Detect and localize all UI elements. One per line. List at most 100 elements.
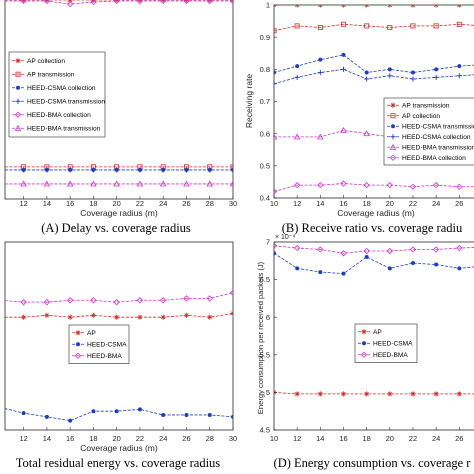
data-point (0, 0, 3, 4)
data-point (318, 57, 323, 62)
data-point (90, 312, 97, 318)
x-tick-label: 10 (270, 434, 278, 443)
y-tick-label: 0.4 (260, 194, 270, 203)
data-point (456, 21, 462, 27)
x-tick-label: 24 (432, 199, 440, 208)
series-line-0 (5, 313, 233, 318)
data-point (317, 69, 323, 76)
data-point (137, 167, 143, 173)
data-point (0, 168, 2, 172)
caption-delay: (A) Delay vs. coverage radius (41, 221, 191, 235)
legend-label: HEED-CSMA transmission (402, 124, 474, 131)
x-tick-label: 26 (182, 434, 190, 443)
data-point (114, 409, 119, 414)
x-axis-label: Coverage radius (m) (337, 208, 415, 218)
data-point (67, 314, 73, 320)
data-point (410, 5, 416, 8)
data-point (340, 66, 347, 72)
data-point (294, 5, 300, 8)
data-point (387, 391, 393, 397)
data-point (66, 0, 74, 8)
legend-marker (391, 124, 395, 129)
data-point (295, 64, 300, 69)
plot-area-delay (0, 0, 233, 187)
y-tick-label: 1 (266, 1, 270, 10)
data-point (274, 81, 277, 87)
data-point (183, 0, 190, 5)
data-point (363, 130, 370, 137)
series-line-0 (274, 392, 474, 395)
data-point (114, 314, 120, 320)
data-point (340, 391, 347, 397)
x-axis-label: Coverage radius (m) (80, 208, 158, 218)
x-tick-label: 10 (270, 199, 278, 208)
data-point (274, 28, 277, 34)
plot-frame (4, 0, 234, 200)
data-point (207, 412, 212, 417)
data-point (363, 247, 370, 255)
data-point (91, 409, 96, 414)
plot-area-energy-consumption (274, 242, 474, 397)
x-tick-label: 14 (43, 434, 51, 443)
data-point (433, 5, 439, 8)
x-tick-label: 22 (409, 434, 417, 443)
data-point (341, 52, 346, 57)
data-point (433, 391, 439, 397)
data-point (456, 391, 462, 397)
x-tick-label: 14 (316, 199, 324, 208)
legend-energy-consumption: AP HEED-CSMA HEED-BMA (354, 323, 418, 363)
data-point (137, 314, 143, 320)
data-point (434, 262, 439, 267)
data-point (113, 180, 120, 187)
plot-frame (273, 241, 474, 431)
data-point (387, 25, 393, 30)
panel-receive-ratio: 10 12 14 16 18 20 22 24 26 0.4 0.5 0.6 0.7 0.8 0.9 1 C… (244, 1, 474, 235)
y-ticks-energy-consumption: 4.5 5 5.5 6 6.5 7 (260, 238, 277, 435)
x-tick-label: 26 (455, 434, 463, 443)
data-point (433, 23, 439, 29)
data-point (341, 21, 346, 27)
data-point (90, 167, 97, 173)
data-point (341, 271, 346, 276)
data-point (231, 414, 233, 419)
legend-delay: AP collection AP transmission HEED-CSMA co… (8, 51, 106, 138)
data-point (160, 0, 167, 5)
data-point (274, 5, 277, 8)
data-point (206, 0, 213, 5)
x-tick-label: 14 (43, 199, 51, 208)
data-point (293, 133, 301, 140)
x-ticks-residual-energy: 12 14 16 18 20 22 24 26 28 30 (19, 427, 237, 443)
legend-marker (74, 352, 82, 359)
x-ticks-receive-ratio: 10 12 14 16 18 20 22 24 26 (270, 195, 463, 208)
series-line-1 (274, 23, 474, 32)
data-point (432, 246, 440, 253)
data-point (364, 23, 370, 29)
data-point (274, 70, 276, 75)
data-point (364, 5, 370, 8)
data-point (317, 391, 323, 397)
data-point (0, 405, 2, 409)
legend-box (8, 51, 106, 138)
data-point (44, 414, 49, 419)
legend-label: HEED-CSMA collection (402, 134, 471, 141)
panel-energy-consumption: 10 12 14 16 18 20 22 24 26 4.5 5 5.5 6 6.5 7 × 10⁻⁴ E… (256, 234, 474, 470)
legend-marker (362, 341, 366, 346)
data-point (293, 244, 301, 252)
data-point (206, 295, 213, 302)
data-point (293, 181, 301, 189)
data-point (340, 250, 347, 257)
legend-marker (361, 329, 367, 335)
x-tick-label: 26 (182, 199, 190, 208)
legend-box (383, 97, 474, 166)
x-tick-label: 20 (113, 434, 121, 443)
legend-marker (389, 154, 397, 161)
data-point (387, 67, 392, 72)
data-point (0, 0, 3, 3)
series-line-4 (274, 130, 474, 138)
legend-marker (14, 124, 22, 131)
legend-marker (15, 58, 21, 64)
legend-label: HEED-BMA (373, 352, 408, 359)
data-point (434, 67, 439, 72)
data-point (294, 74, 300, 80)
legend-marker (14, 111, 22, 118)
